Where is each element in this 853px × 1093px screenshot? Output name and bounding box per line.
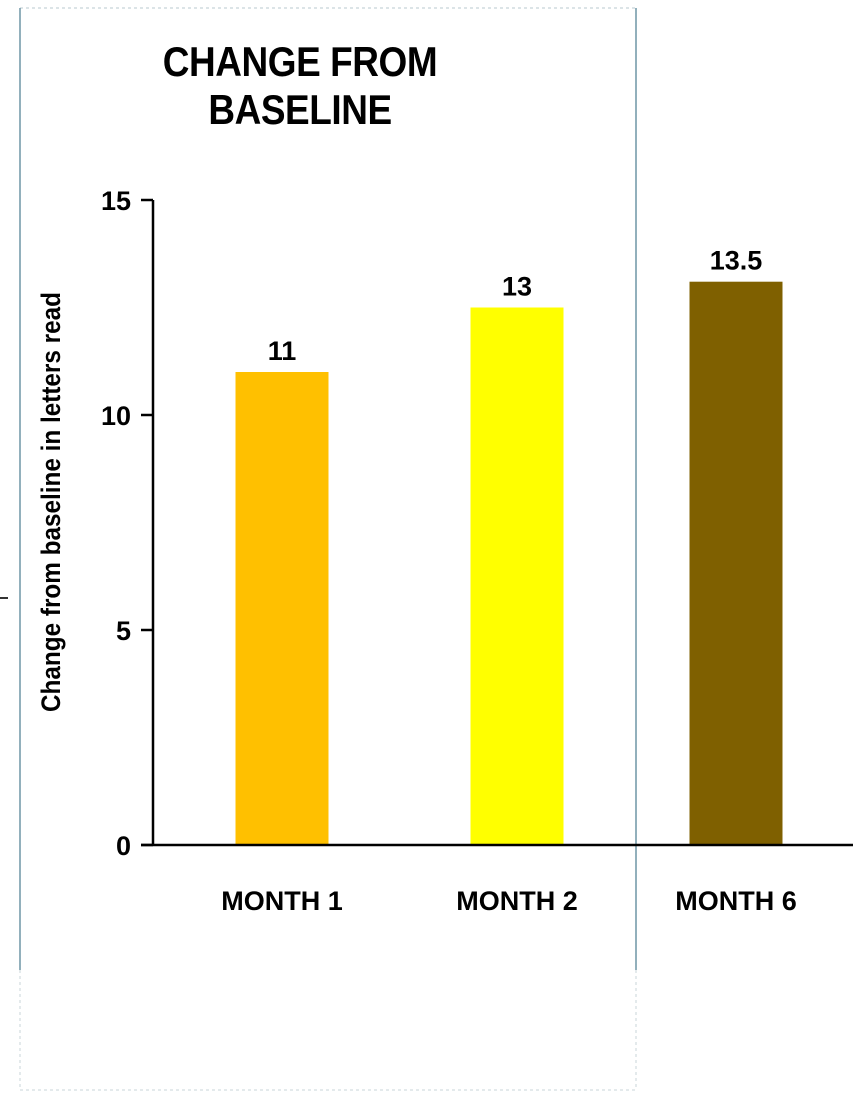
axes <box>141 200 853 847</box>
category-label-1: MONTH 1 <box>221 886 343 916</box>
value-label-1: 11 <box>268 336 297 366</box>
category-label-2: MONTH 2 <box>456 886 578 916</box>
y-tick-label-0: 0 <box>116 831 131 861</box>
value-labels: 11 13 13.5 <box>268 246 763 366</box>
bars <box>235 281 783 845</box>
value-label-2: 13 <box>502 272 532 302</box>
y-ticks: 0 5 10 15 <box>101 186 153 861</box>
value-label-3: 13.5 <box>710 246 763 276</box>
bar-2 <box>470 307 564 845</box>
y-tick-label-5: 5 <box>116 616 131 646</box>
y-tick-label-10: 10 <box>101 401 131 431</box>
chart-title: CHANGE FROM BASELINE <box>133 38 467 134</box>
x-category-labels: MONTH 1 MONTH 2 MONTH 6 <box>221 886 797 916</box>
bar-1 <box>235 372 329 845</box>
chart-title-line-1: CHANGE FROM <box>162 38 438 85</box>
bar-3 <box>689 281 783 845</box>
category-label-3: MONTH 6 <box>675 886 797 916</box>
chart-title-line-2: BASELINE <box>208 86 392 133</box>
y-tick-label-15: 15 <box>101 186 131 216</box>
